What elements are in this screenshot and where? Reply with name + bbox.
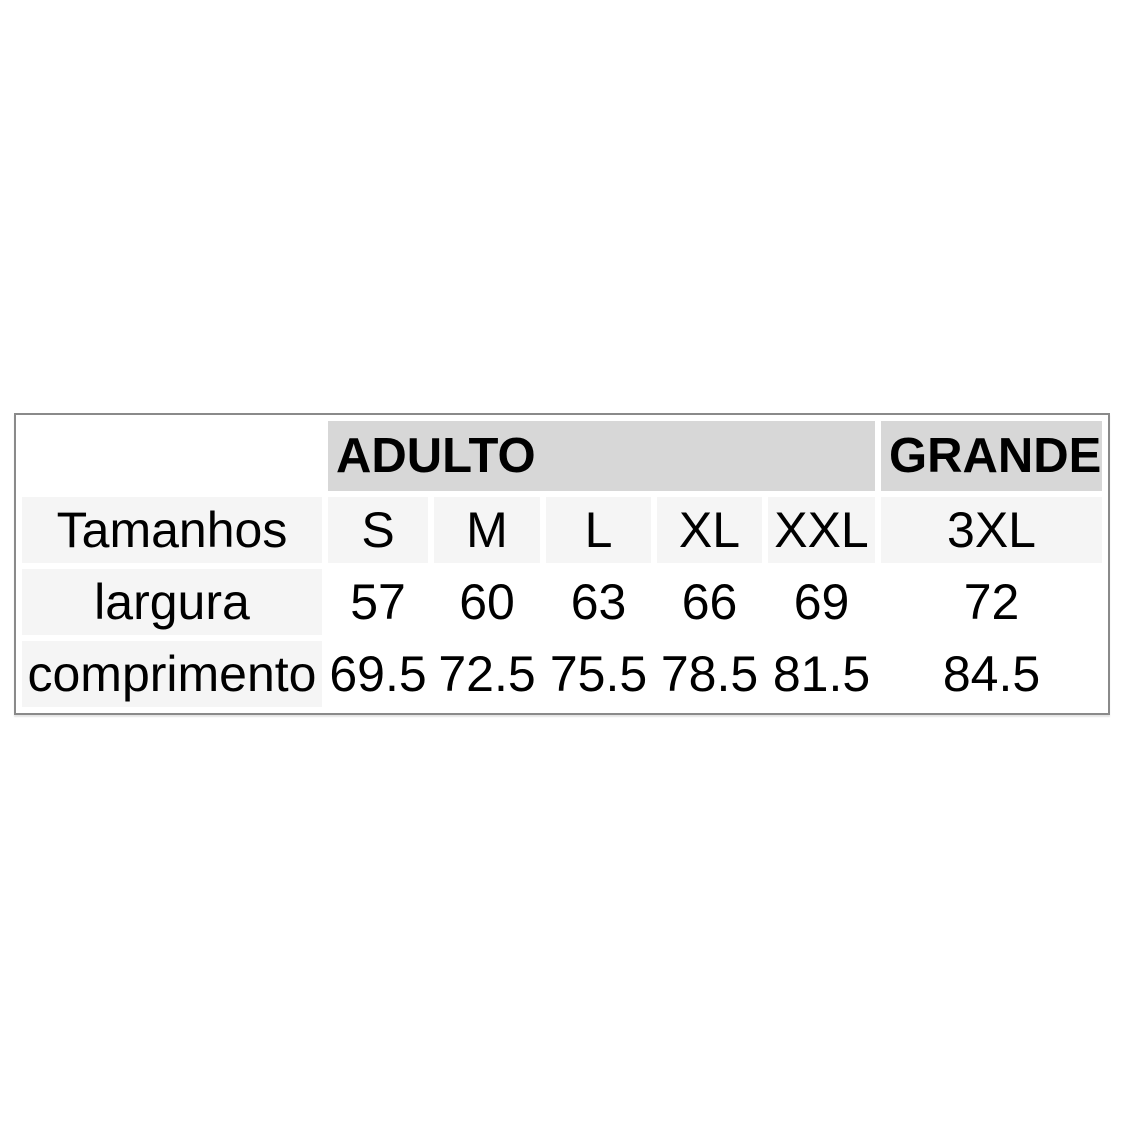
width-value-l: 63 <box>546 569 651 635</box>
size-chart-table: ADULTO GRANDE Tamanhos S M L XL XXL 3XL … <box>14 413 1110 715</box>
size-cell-m: M <box>434 497 540 563</box>
length-value-3xl: 84.5 <box>881 641 1102 707</box>
length-value-s: 69.5 <box>328 641 428 707</box>
size-cell-xxl: XXL <box>768 497 875 563</box>
width-value-xxl: 69 <box>768 569 875 635</box>
length-value-l: 75.5 <box>546 641 651 707</box>
row-label-largura: largura <box>22 569 322 635</box>
size-cell-3xl: 3XL <box>881 497 1102 563</box>
length-value-xl: 78.5 <box>657 641 762 707</box>
length-value-m: 72.5 <box>434 641 540 707</box>
size-cell-l: L <box>546 497 651 563</box>
length-row: comprimento 69.5 72.5 75.5 78.5 81.5 84.… <box>22 641 1102 707</box>
width-row: largura 57 60 63 66 69 72 <box>22 569 1102 635</box>
row-label-tamanhos: Tamanhos <box>22 497 322 563</box>
width-value-3xl: 72 <box>881 569 1102 635</box>
group-header-grande: GRANDE <box>881 421 1102 491</box>
size-cell-xl: XL <box>657 497 762 563</box>
length-value-xxl: 81.5 <box>768 641 875 707</box>
group-header-adulto: ADULTO <box>328 421 875 491</box>
width-value-m: 60 <box>434 569 540 635</box>
corner-empty-cell <box>22 421 322 491</box>
width-value-s: 57 <box>328 569 428 635</box>
group-header-row: ADULTO GRANDE <box>22 421 1102 491</box>
sizes-row: Tamanhos S M L XL XXL 3XL <box>22 497 1102 563</box>
row-label-comprimento: comprimento <box>22 641 322 707</box>
size-cell-s: S <box>328 497 428 563</box>
width-value-xl: 66 <box>657 569 762 635</box>
